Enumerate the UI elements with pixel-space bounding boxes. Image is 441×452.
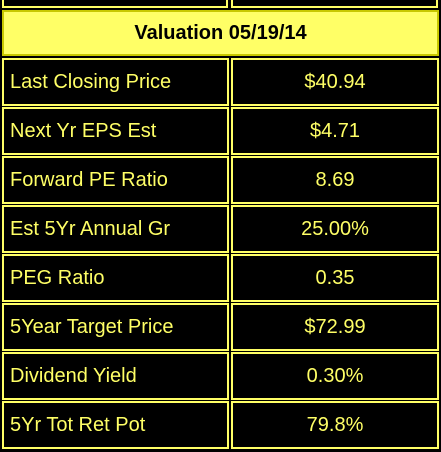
row-value-cell: $72.99: [231, 303, 439, 351]
row-value-cell: $4.71: [231, 107, 439, 155]
row-value: $72.99: [304, 315, 366, 338]
valuation-title: Valuation 05/19/14: [134, 21, 307, 44]
row-value-cell: 0.35: [231, 254, 439, 302]
row-value-cell: 8.69: [231, 156, 439, 204]
valuation-header: Valuation 05/19/14: [2, 10, 439, 56]
row-value: $4.71: [309, 119, 361, 142]
row-label: Dividend Yield: [10, 364, 137, 387]
row-value: 25.00%: [301, 217, 369, 240]
previous-table-edge: [0, 0, 441, 10]
row-value: 8.69: [315, 168, 355, 191]
table-row: 5Yr Tot Ret Pot 79.8%: [0, 401, 441, 449]
row-label-cell: Last Closing Price: [2, 58, 229, 106]
row-label-cell: Dividend Yield: [2, 352, 229, 400]
row-value: 79.8%: [306, 413, 364, 436]
valuation-rows: Last Closing Price $40.94 Next Yr EPS Es…: [0, 58, 441, 450]
row-label: Forward PE Ratio: [10, 168, 168, 191]
row-label: Next Yr EPS Est: [10, 119, 157, 142]
row-value: 0.30%: [306, 364, 364, 387]
previous-value-cell: [231, 0, 438, 8]
row-label-cell: Est 5Yr Annual Gr: [2, 205, 229, 253]
table-row: Est 5Yr Annual Gr 25.00%: [0, 205, 441, 253]
row-value: 0.35: [315, 266, 355, 289]
row-value: $40.94: [304, 70, 366, 93]
row-label: Last Closing Price: [10, 70, 172, 93]
row-value-cell: 79.8%: [231, 401, 439, 449]
table-row: Next Yr EPS Est $4.71: [0, 107, 441, 155]
table-row: Last Closing Price $40.94: [0, 58, 441, 106]
table-row: 5Year Target Price $72.99: [0, 303, 441, 351]
row-label-cell: 5Year Target Price: [2, 303, 229, 351]
row-label: Est 5Yr Annual Gr: [10, 217, 171, 240]
row-label: 5Year Target Price: [10, 315, 174, 338]
row-label: PEG Ratio: [10, 266, 105, 289]
row-label-cell: Forward PE Ratio: [2, 156, 229, 204]
table-row: Dividend Yield 0.30%: [0, 352, 441, 400]
row-value-cell: 0.30%: [231, 352, 439, 400]
previous-label-cell: [2, 0, 228, 8]
row-value-cell: $40.94: [231, 58, 439, 106]
row-label-cell: Next Yr EPS Est: [2, 107, 229, 155]
table-row: Forward PE Ratio 8.69: [0, 156, 441, 204]
table-row: PEG Ratio 0.35: [0, 254, 441, 302]
row-label: 5Yr Tot Ret Pot: [10, 413, 146, 436]
row-label-cell: PEG Ratio: [2, 254, 229, 302]
row-value-cell: 25.00%: [231, 205, 439, 253]
row-label-cell: 5Yr Tot Ret Pot: [2, 401, 229, 449]
